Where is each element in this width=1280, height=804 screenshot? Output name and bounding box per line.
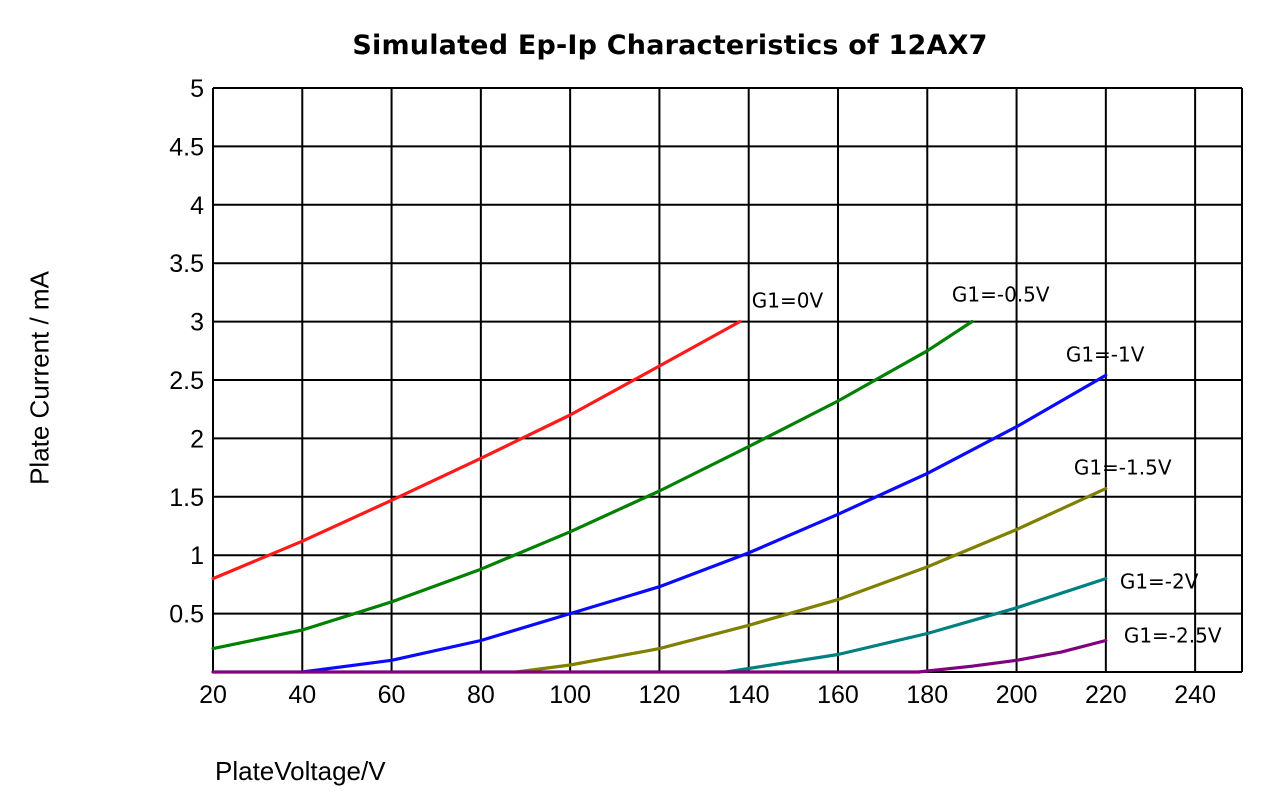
x-tick-label: 20: [199, 681, 227, 709]
series-line: [724, 576, 1108, 674]
y-tick-label: 1: [190, 542, 204, 570]
x-tick-label: 180: [906, 681, 948, 709]
x-tick-label: 160: [817, 681, 859, 709]
y-tick-label: 0.5: [169, 601, 204, 629]
y-tick-label: 2.5: [169, 367, 204, 395]
series-line: [211, 320, 974, 651]
chart-title: Simulated Ep-Ip Characteristics of 12AX7: [352, 30, 988, 61]
y-tick-label: 5: [190, 75, 204, 103]
series-line: [514, 487, 1108, 674]
series-label: G1=-2.5V: [1124, 623, 1222, 647]
x-tick-label: 40: [288, 681, 316, 709]
series-label: G1=0V: [752, 289, 824, 313]
series-line: [300, 373, 1108, 674]
y-tick-label: 4: [190, 192, 204, 220]
y-tick-label: 2: [190, 425, 204, 453]
series-line: [211, 638, 1108, 674]
series-label: G1=-1.5V: [1074, 456, 1172, 480]
series-line: [211, 320, 742, 581]
y-tick-label: 1.5: [169, 484, 204, 512]
y-tick-label: 4.5: [169, 133, 204, 161]
x-tick-label: 80: [467, 681, 495, 709]
y-tick-label: 3: [190, 309, 204, 337]
x-tick-label: 140: [728, 681, 770, 709]
x-tick-label: 60: [378, 681, 406, 709]
x-tick-label: 100: [549, 681, 591, 709]
x-tick-label: 200: [996, 681, 1038, 709]
x-tick-label: 220: [1085, 681, 1127, 709]
x-axis-label: PlateVoltage/V: [215, 756, 386, 786]
x-tick-label: 120: [639, 681, 681, 709]
x-tick-label: 240: [1174, 681, 1216, 709]
series-label: G1=-1V: [1066, 342, 1145, 366]
series-label: G1=-2V: [1120, 570, 1199, 594]
y-tick-label: 3.5: [169, 250, 204, 278]
series-label: G1=-0.5V: [952, 283, 1050, 307]
